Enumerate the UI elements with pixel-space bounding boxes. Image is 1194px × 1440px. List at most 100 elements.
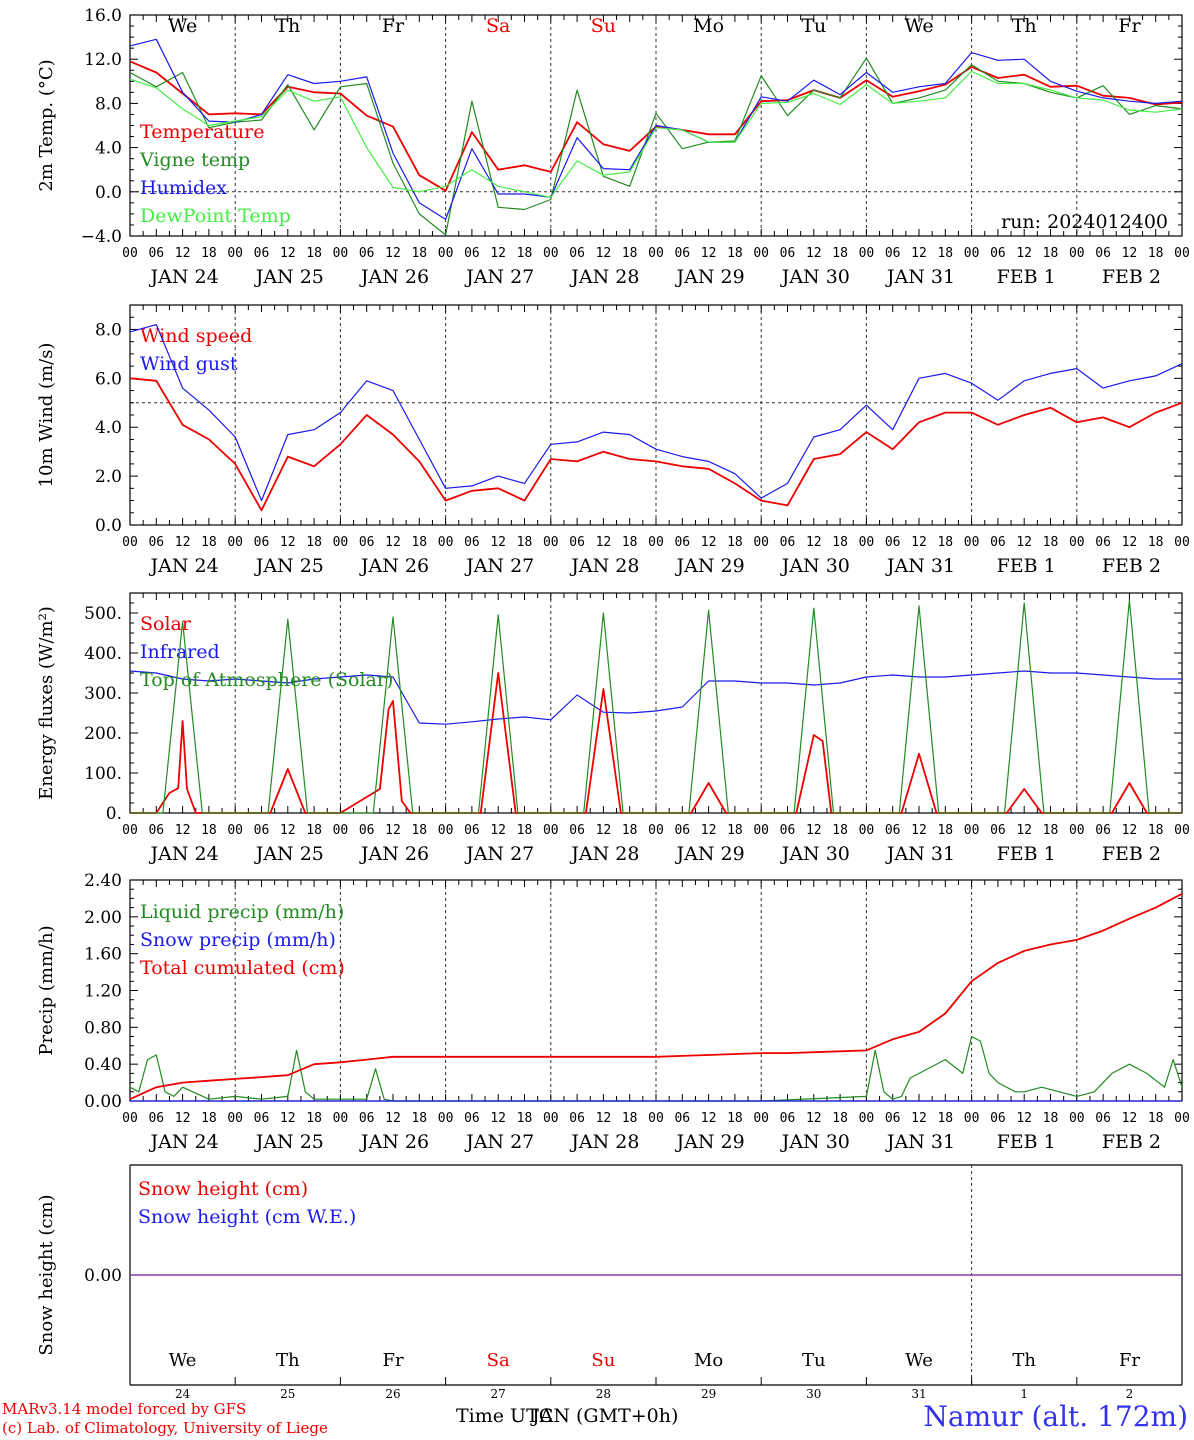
day-number-label: 30 (806, 1387, 821, 1401)
hour-tick-label: 18 (727, 823, 743, 838)
y-tick-label: 6.0 (95, 369, 122, 389)
y-tick-label: 0.80 (84, 1018, 122, 1038)
legend-green: Liquid precip (mm/h) (140, 901, 344, 923)
hour-tick-label: 18 (1043, 246, 1059, 261)
hour-tick-label: 18 (727, 535, 743, 550)
day-number-label: 29 (701, 1387, 716, 1401)
hour-tick-label: 00 (648, 535, 664, 550)
hour-tick-label: 06 (254, 823, 270, 838)
date-label: JAN 25 (254, 266, 324, 288)
hour-tick-label: 06 (148, 246, 164, 261)
hour-tick-label: 00 (333, 1111, 349, 1126)
y-tick-label: 4.0 (95, 139, 122, 159)
y-axis-label: Energy fluxes (W/m²) (36, 606, 57, 800)
hour-tick-label: 00 (964, 823, 980, 838)
date-label: JAN 27 (464, 266, 534, 288)
hour-tick-label: 00 (859, 1111, 875, 1126)
date-label: FEB 1 (997, 843, 1056, 865)
hour-tick-label: 18 (517, 1111, 533, 1126)
y-tick-label: 0.0 (95, 183, 122, 203)
y-tick-label: 12.0 (84, 50, 122, 70)
weekday-label: Th (275, 15, 300, 37)
hour-tick-label: 06 (359, 535, 375, 550)
day-number-label: 1 (1020, 1387, 1028, 1401)
y-tick-label: 300. (84, 684, 122, 704)
hour-tick-label: 18 (1148, 823, 1164, 838)
hour-tick-label: 06 (674, 246, 690, 261)
hour-tick-label: 12 (175, 246, 191, 261)
hour-tick-label: 00 (543, 1111, 559, 1126)
date-label: JAN 28 (569, 555, 639, 577)
y-axis-label: 2m Temp. (°C) (36, 59, 57, 191)
hour-tick-label: 18 (306, 246, 322, 261)
hour-tick-label: 06 (569, 1111, 585, 1126)
weekday-label: We (168, 15, 197, 37)
hour-tick-label: 12 (280, 823, 296, 838)
hour-tick-label: 00 (1069, 535, 1085, 550)
date-label: JAN 28 (569, 1131, 639, 1153)
hour-tick-label: 18 (517, 246, 533, 261)
hour-tick-label: 12 (490, 535, 506, 550)
date-label: JAN 27 (464, 843, 534, 865)
hour-tick-label: 06 (569, 246, 585, 261)
hour-tick-label: 06 (464, 246, 480, 261)
date-label: FEB 1 (997, 555, 1056, 577)
hour-tick-label: 06 (464, 535, 480, 550)
hour-tick-label: 12 (1122, 823, 1138, 838)
y-tick-label: −4.0 (81, 227, 122, 247)
weekday-label: Th (1012, 15, 1037, 37)
hour-tick-label: 06 (1095, 1111, 1111, 1126)
hour-tick-label: 00 (227, 1111, 243, 1126)
hour-tick-label: 12 (596, 246, 612, 261)
hour-tick-label: 06 (674, 535, 690, 550)
legend-blue: Snow height (cm W.E.) (138, 1206, 356, 1228)
date-label: JAN 25 (254, 843, 324, 865)
hour-tick-label: 12 (911, 1111, 927, 1126)
y-tick-label: 1.20 (84, 982, 122, 1002)
date-label: JAN 29 (675, 1131, 745, 1153)
hour-tick-label: 06 (359, 823, 375, 838)
y-tick-label: 200. (84, 724, 122, 744)
hour-tick-label: 00 (333, 535, 349, 550)
hour-tick-label: 06 (1095, 823, 1111, 838)
hour-tick-label: 06 (780, 1111, 796, 1126)
hour-tick-label: 00 (333, 823, 349, 838)
hour-tick-label: 06 (885, 535, 901, 550)
y-axis-label: Precip (mm/h) (36, 925, 57, 1055)
hour-tick-label: 12 (490, 1111, 506, 1126)
hour-tick-label: 00 (122, 246, 138, 261)
y-tick-label: 100. (84, 764, 122, 784)
series-line-green (129, 57, 1183, 236)
hour-tick-label: 00 (648, 1111, 664, 1126)
hour-tick-label: 06 (990, 1111, 1006, 1126)
hour-tick-label: 12 (280, 246, 296, 261)
hour-tick-label: 00 (438, 823, 454, 838)
hour-tick-label: 12 (1016, 246, 1032, 261)
date-label: JAN 31 (885, 555, 955, 577)
legend-blue: Humidex (140, 177, 227, 199)
hour-tick-label: 00 (753, 246, 769, 261)
weekday-label: Th (1012, 1350, 1036, 1371)
series-line-lime (129, 70, 1183, 198)
legend-blue: Wind gust (140, 353, 238, 375)
legend-red: Solar (140, 613, 192, 635)
hour-tick-label: 18 (201, 535, 217, 550)
hour-tick-label: 00 (227, 823, 243, 838)
y-tick-label: 1.60 (84, 945, 122, 965)
y-tick-label: 0. (106, 804, 122, 824)
date-label: JAN 31 (885, 1131, 955, 1153)
hour-tick-label: 18 (1043, 535, 1059, 550)
day-number-label: 27 (491, 1387, 506, 1401)
hour-tick-label: 00 (648, 246, 664, 261)
hour-tick-label: 18 (832, 246, 848, 261)
date-label: JAN 29 (675, 555, 745, 577)
footer-time-label-1: Time UTC (456, 1405, 554, 1427)
hour-tick-label: 12 (385, 535, 401, 550)
footer-time-label-2: JAN (GMT+0h) (532, 1405, 679, 1427)
hour-tick-label: 18 (937, 823, 953, 838)
hour-tick-label: 00 (122, 1111, 138, 1126)
date-label: JAN 30 (780, 1131, 850, 1153)
hour-tick-label: 00 (122, 535, 138, 550)
hour-tick-label: 00 (1174, 246, 1190, 261)
